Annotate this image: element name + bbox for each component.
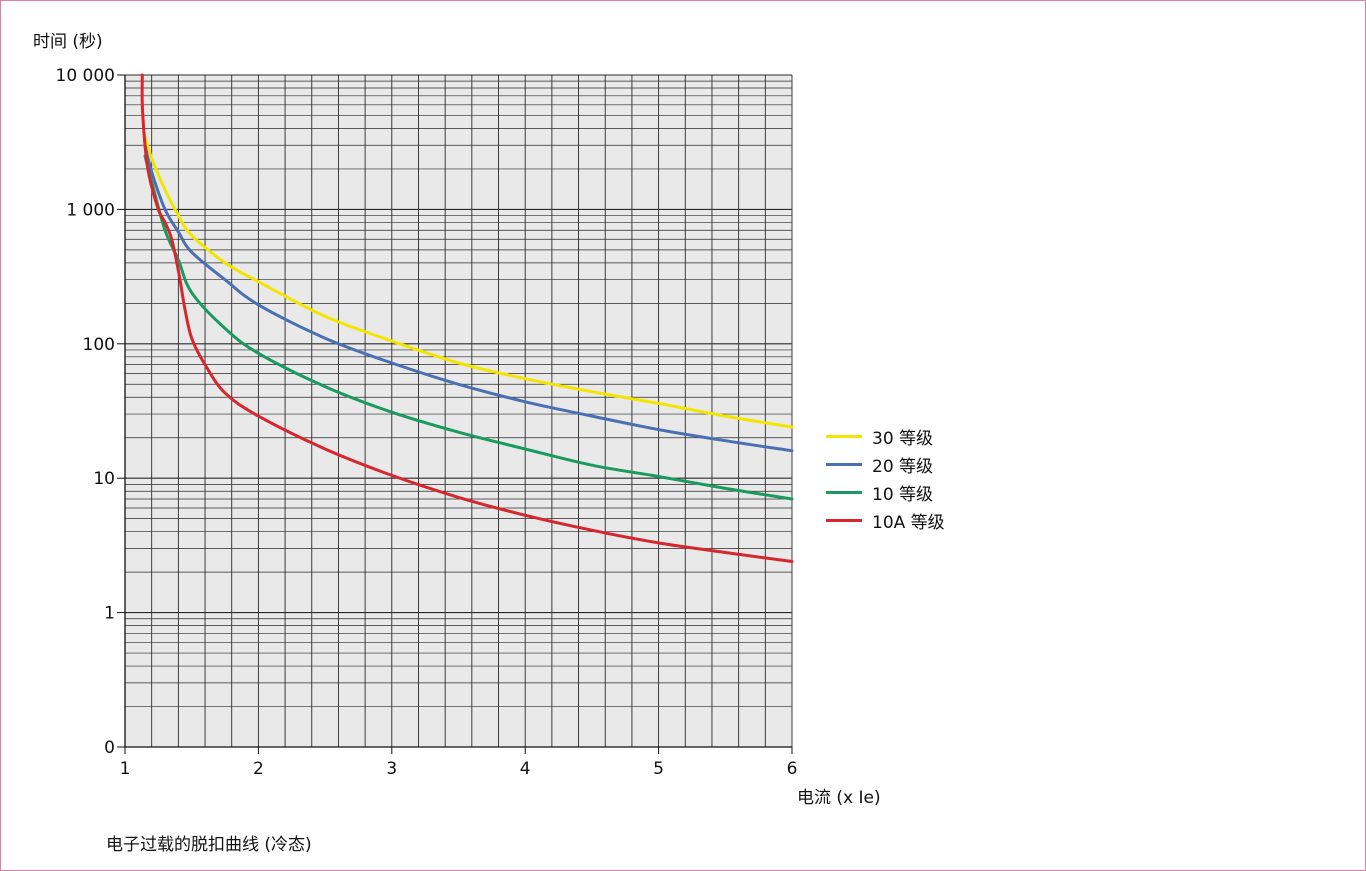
x-tick-label: 4 (520, 759, 531, 779)
legend-swatch-20 (826, 462, 862, 466)
legend-swatch-30 (826, 434, 862, 438)
series-line-2 (143, 143, 794, 453)
figure-caption: 电子过载的脱扣曲线 (冷态) (106, 835, 312, 855)
x-tick-label: 5 (653, 759, 664, 779)
legend-swatch-10 (826, 490, 862, 494)
legend-item: 20 等级 (826, 450, 945, 478)
x-tick-label: 2 (253, 759, 264, 779)
legend-label-10: 10 等级 (872, 484, 934, 505)
series-line-3 (143, 154, 794, 501)
legend-item: 30 等级 (826, 422, 945, 450)
y-axis-title: 时间 (秒) (33, 32, 103, 52)
y-tick-label: 10 000 (56, 66, 115, 86)
legend-label-10a: 10A 等级 (872, 512, 945, 533)
x-tick-label: 1 (120, 759, 131, 779)
legend-swatch-10a (826, 518, 862, 522)
x-tick-label: 3 (386, 759, 397, 779)
x-axis-title: 电流 (x Ie) (797, 783, 881, 808)
legend-label-30: 30 等级 (872, 428, 934, 449)
y-tick-label: 100 (83, 335, 115, 355)
legend-label-20: 20 等级 (872, 456, 934, 477)
y-tick-label: 0 (104, 738, 115, 758)
y-tick-label: 1 (104, 604, 115, 624)
plot-area (125, 75, 792, 747)
y-tick-label: 1 000 (66, 200, 115, 220)
series-line-4 (140, 73, 794, 563)
legend: 30 等级 20 等级 10 等级 10A 等级 (826, 422, 945, 534)
legend-item: 10A 等级 (826, 506, 945, 534)
y-tick-label: 10 (93, 469, 115, 489)
series-line-1 (143, 134, 794, 429)
legend-item: 10 等级 (826, 478, 945, 506)
x-tick-label: 6 (787, 759, 798, 779)
x-axis-title-text: 电流 (x Ie) (797, 788, 881, 808)
